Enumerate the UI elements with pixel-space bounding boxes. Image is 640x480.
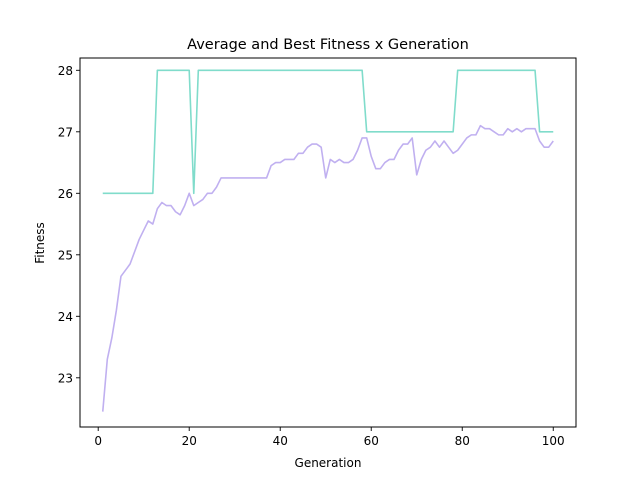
x-tick-label: 40 <box>273 434 288 448</box>
best-fitness-line <box>102 69 554 195</box>
y-tick-label: 27 <box>58 125 73 139</box>
y-tick-label: 26 <box>58 187 73 201</box>
plot-frame <box>79 57 577 428</box>
x-axis: 0 20 40 60 80 100 <box>94 427 565 448</box>
chart-title: Average and Best Fitness x Generation <box>187 37 469 53</box>
y-tick-label: 24 <box>58 310 73 324</box>
average-fitness-line <box>101 124 554 412</box>
x-axis-label: Generation <box>295 456 362 470</box>
y-axis-label: Fitness <box>33 222 47 264</box>
x-tick-label: 100 <box>542 434 565 448</box>
series-layer <box>101 69 554 412</box>
x-tick-label: 80 <box>455 434 470 448</box>
x-tick-label: 60 <box>364 434 379 448</box>
y-tick-label: 23 <box>58 371 73 385</box>
y-axis: 23 24 25 26 27 28 <box>58 64 80 385</box>
y-tick-label: 25 <box>58 248 73 262</box>
x-tick-label: 20 <box>182 434 197 448</box>
x-tick-label: 0 <box>94 434 102 448</box>
y-tick-label: 28 <box>58 64 73 78</box>
